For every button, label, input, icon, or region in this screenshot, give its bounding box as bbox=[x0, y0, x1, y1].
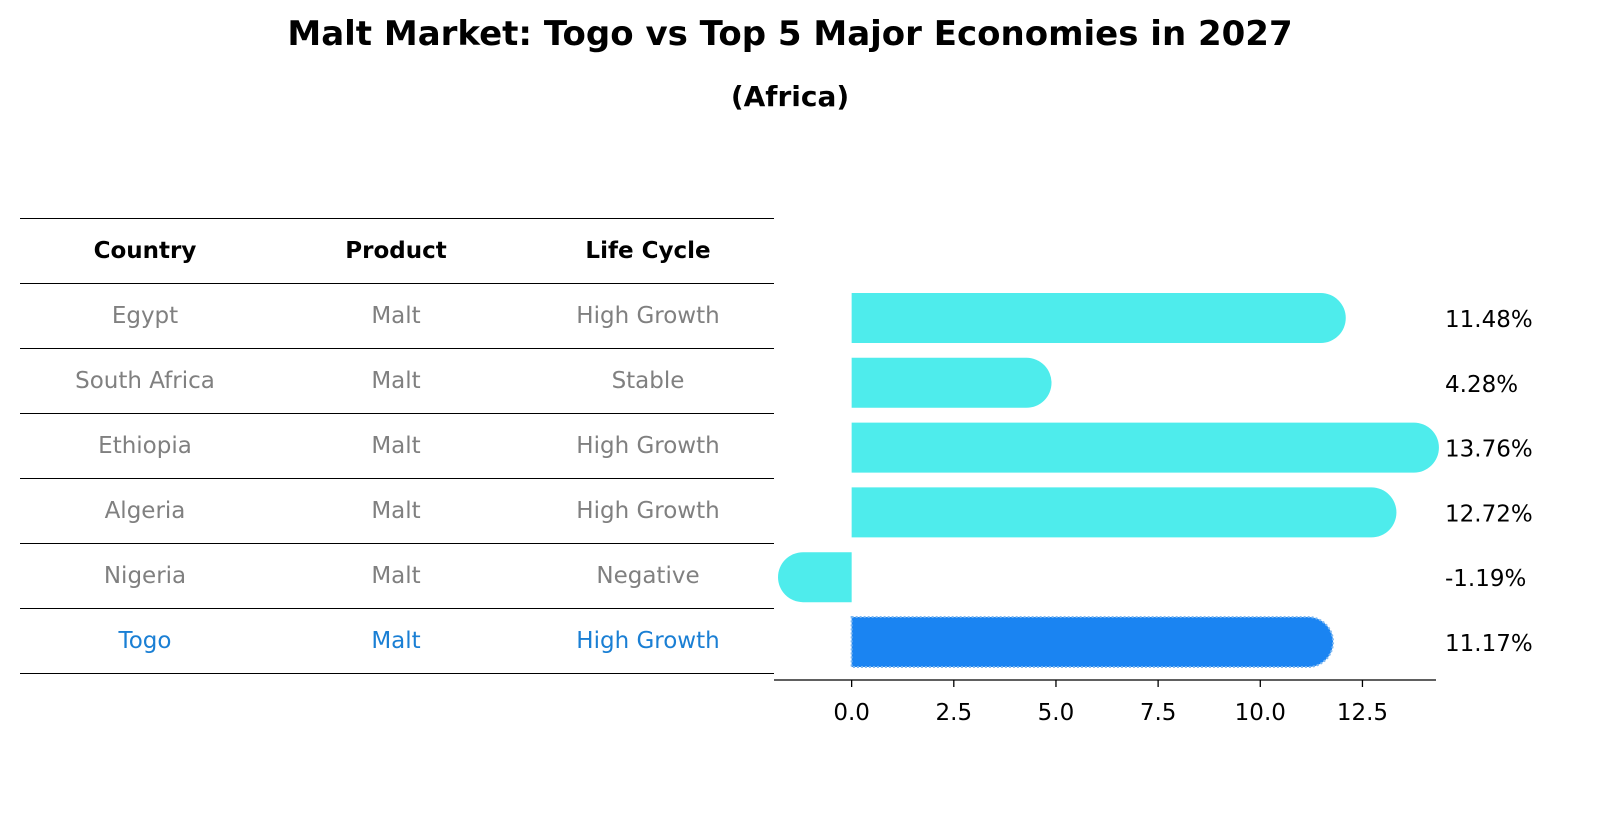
cell-country: Egypt bbox=[20, 283, 270, 349]
cell-country: Nigeria bbox=[20, 543, 270, 609]
cell-product: Malt bbox=[270, 543, 522, 609]
table-row: Ethiopia Malt High Growth bbox=[20, 413, 774, 479]
table-row: Algeria Malt High Growth bbox=[20, 478, 774, 544]
data-table: Country Product Life Cycle Egypt Malt Hi… bbox=[20, 218, 774, 674]
bar-egypt bbox=[851, 293, 1346, 343]
table-row: Nigeria Malt Negative bbox=[20, 543, 774, 609]
cell-life-cycle: Stable bbox=[522, 348, 774, 414]
cell-country: Ethiopia bbox=[20, 413, 270, 479]
cell-life-cycle: High Growth bbox=[522, 413, 774, 479]
cell-life-cycle: Negative bbox=[522, 543, 774, 609]
value-label: 11.48% bbox=[1445, 307, 1533, 333]
x-tick-label: 2.5 bbox=[936, 700, 973, 726]
value-label: -1.19% bbox=[1445, 566, 1526, 592]
bar-south-africa bbox=[851, 357, 1052, 408]
bar-algeria bbox=[851, 487, 1397, 538]
table-row: South Africa Malt Stable bbox=[20, 348, 774, 414]
value-label: 12.72% bbox=[1445, 501, 1533, 527]
cell-country: Algeria bbox=[20, 478, 270, 544]
cell-life-cycle: High Growth bbox=[522, 608, 774, 674]
cell-country: Togo bbox=[20, 608, 270, 674]
cell-product: Malt bbox=[270, 608, 522, 674]
cell-product: Malt bbox=[270, 348, 522, 414]
bar-nigeria bbox=[778, 552, 852, 603]
cell-product: Malt bbox=[270, 283, 522, 349]
x-tick-label: 10.0 bbox=[1235, 700, 1286, 726]
chart-subtitle: (Africa) bbox=[730, 80, 850, 113]
column-header-life-cycle: Life Cycle bbox=[522, 218, 774, 284]
bar-togo bbox=[850, 616, 1335, 668]
table-header-row: Country Product Life Cycle bbox=[20, 218, 774, 284]
x-tick-label: 12.5 bbox=[1337, 700, 1388, 726]
bar-ethiopia bbox=[851, 422, 1439, 473]
cell-life-cycle: High Growth bbox=[522, 478, 774, 544]
x-tick-label: 0.0 bbox=[833, 700, 870, 726]
cell-product: Malt bbox=[270, 413, 522, 479]
cell-product: Malt bbox=[270, 478, 522, 544]
x-tick-label: 5.0 bbox=[1038, 700, 1075, 726]
table-row: Egypt Malt High Growth bbox=[20, 283, 774, 349]
cell-country: South Africa bbox=[20, 348, 270, 414]
cell-life-cycle: High Growth bbox=[522, 283, 774, 349]
column-header-country: Country bbox=[20, 218, 270, 284]
value-label: 4.28% bbox=[1445, 372, 1518, 398]
x-tick-label: 7.5 bbox=[1140, 700, 1177, 726]
value-label: 11.17% bbox=[1445, 631, 1533, 657]
chart-title: Malt Market: Togo vs Top 5 Major Economi… bbox=[287, 14, 1293, 54]
table-row-highlighted: Togo Malt High Growth bbox=[20, 608, 774, 674]
column-header-product: Product bbox=[270, 218, 522, 284]
value-label: 13.76% bbox=[1445, 437, 1533, 463]
